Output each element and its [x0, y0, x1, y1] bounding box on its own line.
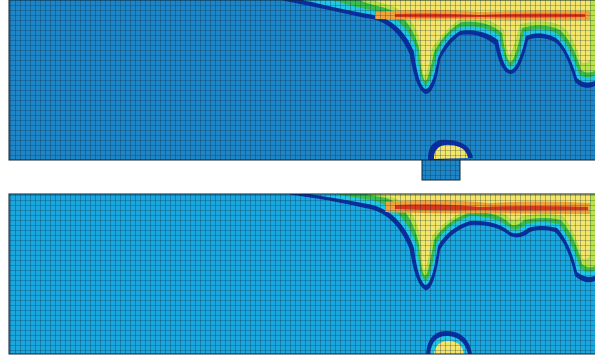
panel-top [8, 0, 595, 181]
panel-bottom [8, 193, 595, 355]
bottom-panel-border [8, 193, 595, 355]
top-support-block-mesh [422, 160, 460, 180]
top-mesh-overlay [9, 0, 595, 160]
bottom-mesh-overlay [9, 194, 595, 354]
top-support-block-border [421, 159, 461, 181]
top-panel-border [8, 0, 595, 161]
